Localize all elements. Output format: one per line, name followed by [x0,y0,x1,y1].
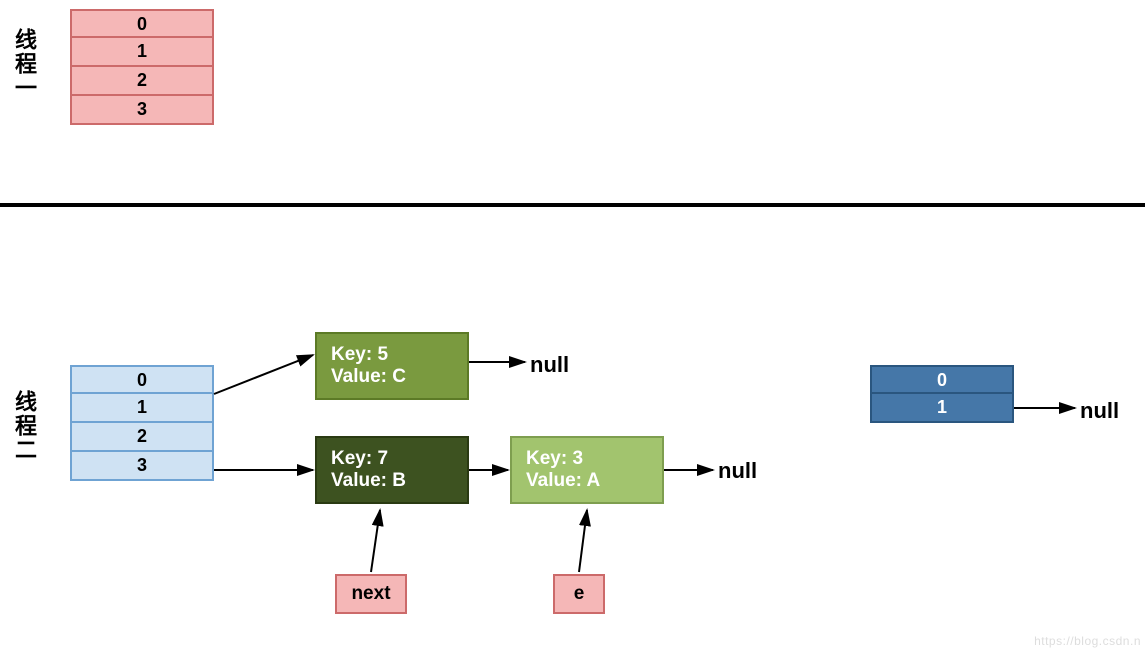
table-row: 1 [70,394,214,423]
watermark: https://blog.csdn.n [1034,634,1141,648]
table-row: 3 [70,96,214,125]
arrow [371,510,380,572]
null-label: null [1080,398,1119,424]
arrow [214,355,313,394]
hash-table-thread2: 0 1 2 3 [70,365,214,481]
table-row: 1 [870,394,1014,423]
table-row: 2 [70,423,214,452]
pointer-next-box: next [335,574,407,614]
null-label: null [718,458,757,484]
linked-node-c: Key: 5 Value: C [315,332,469,400]
thread-2-label: 线程二 [8,390,40,462]
node-value: Value: C [331,366,467,388]
linked-node-b: Key: 7 Value: B [315,436,469,504]
node-key: Key: 3 [526,448,662,470]
node-key: Key: 7 [331,448,467,470]
pointer-e-box: e [553,574,605,614]
null-label: null [530,352,569,378]
table-row: 2 [70,67,214,96]
table-row: 3 [70,452,214,481]
section-divider [0,203,1145,207]
node-value: Value: B [331,470,467,492]
hash-table-new: 0 1 [870,365,1014,423]
table-row: 0 [70,365,214,394]
node-value: Value: A [526,470,662,492]
linked-node-a: Key: 3 Value: A [510,436,664,504]
thread-1-label: 线程一 [8,28,40,100]
hash-table-thread1: 0 1 2 3 [70,9,214,125]
table-row: 0 [70,9,214,38]
table-row: 0 [870,365,1014,394]
table-row: 1 [70,38,214,67]
node-key: Key: 5 [331,344,467,366]
arrow [579,510,587,572]
